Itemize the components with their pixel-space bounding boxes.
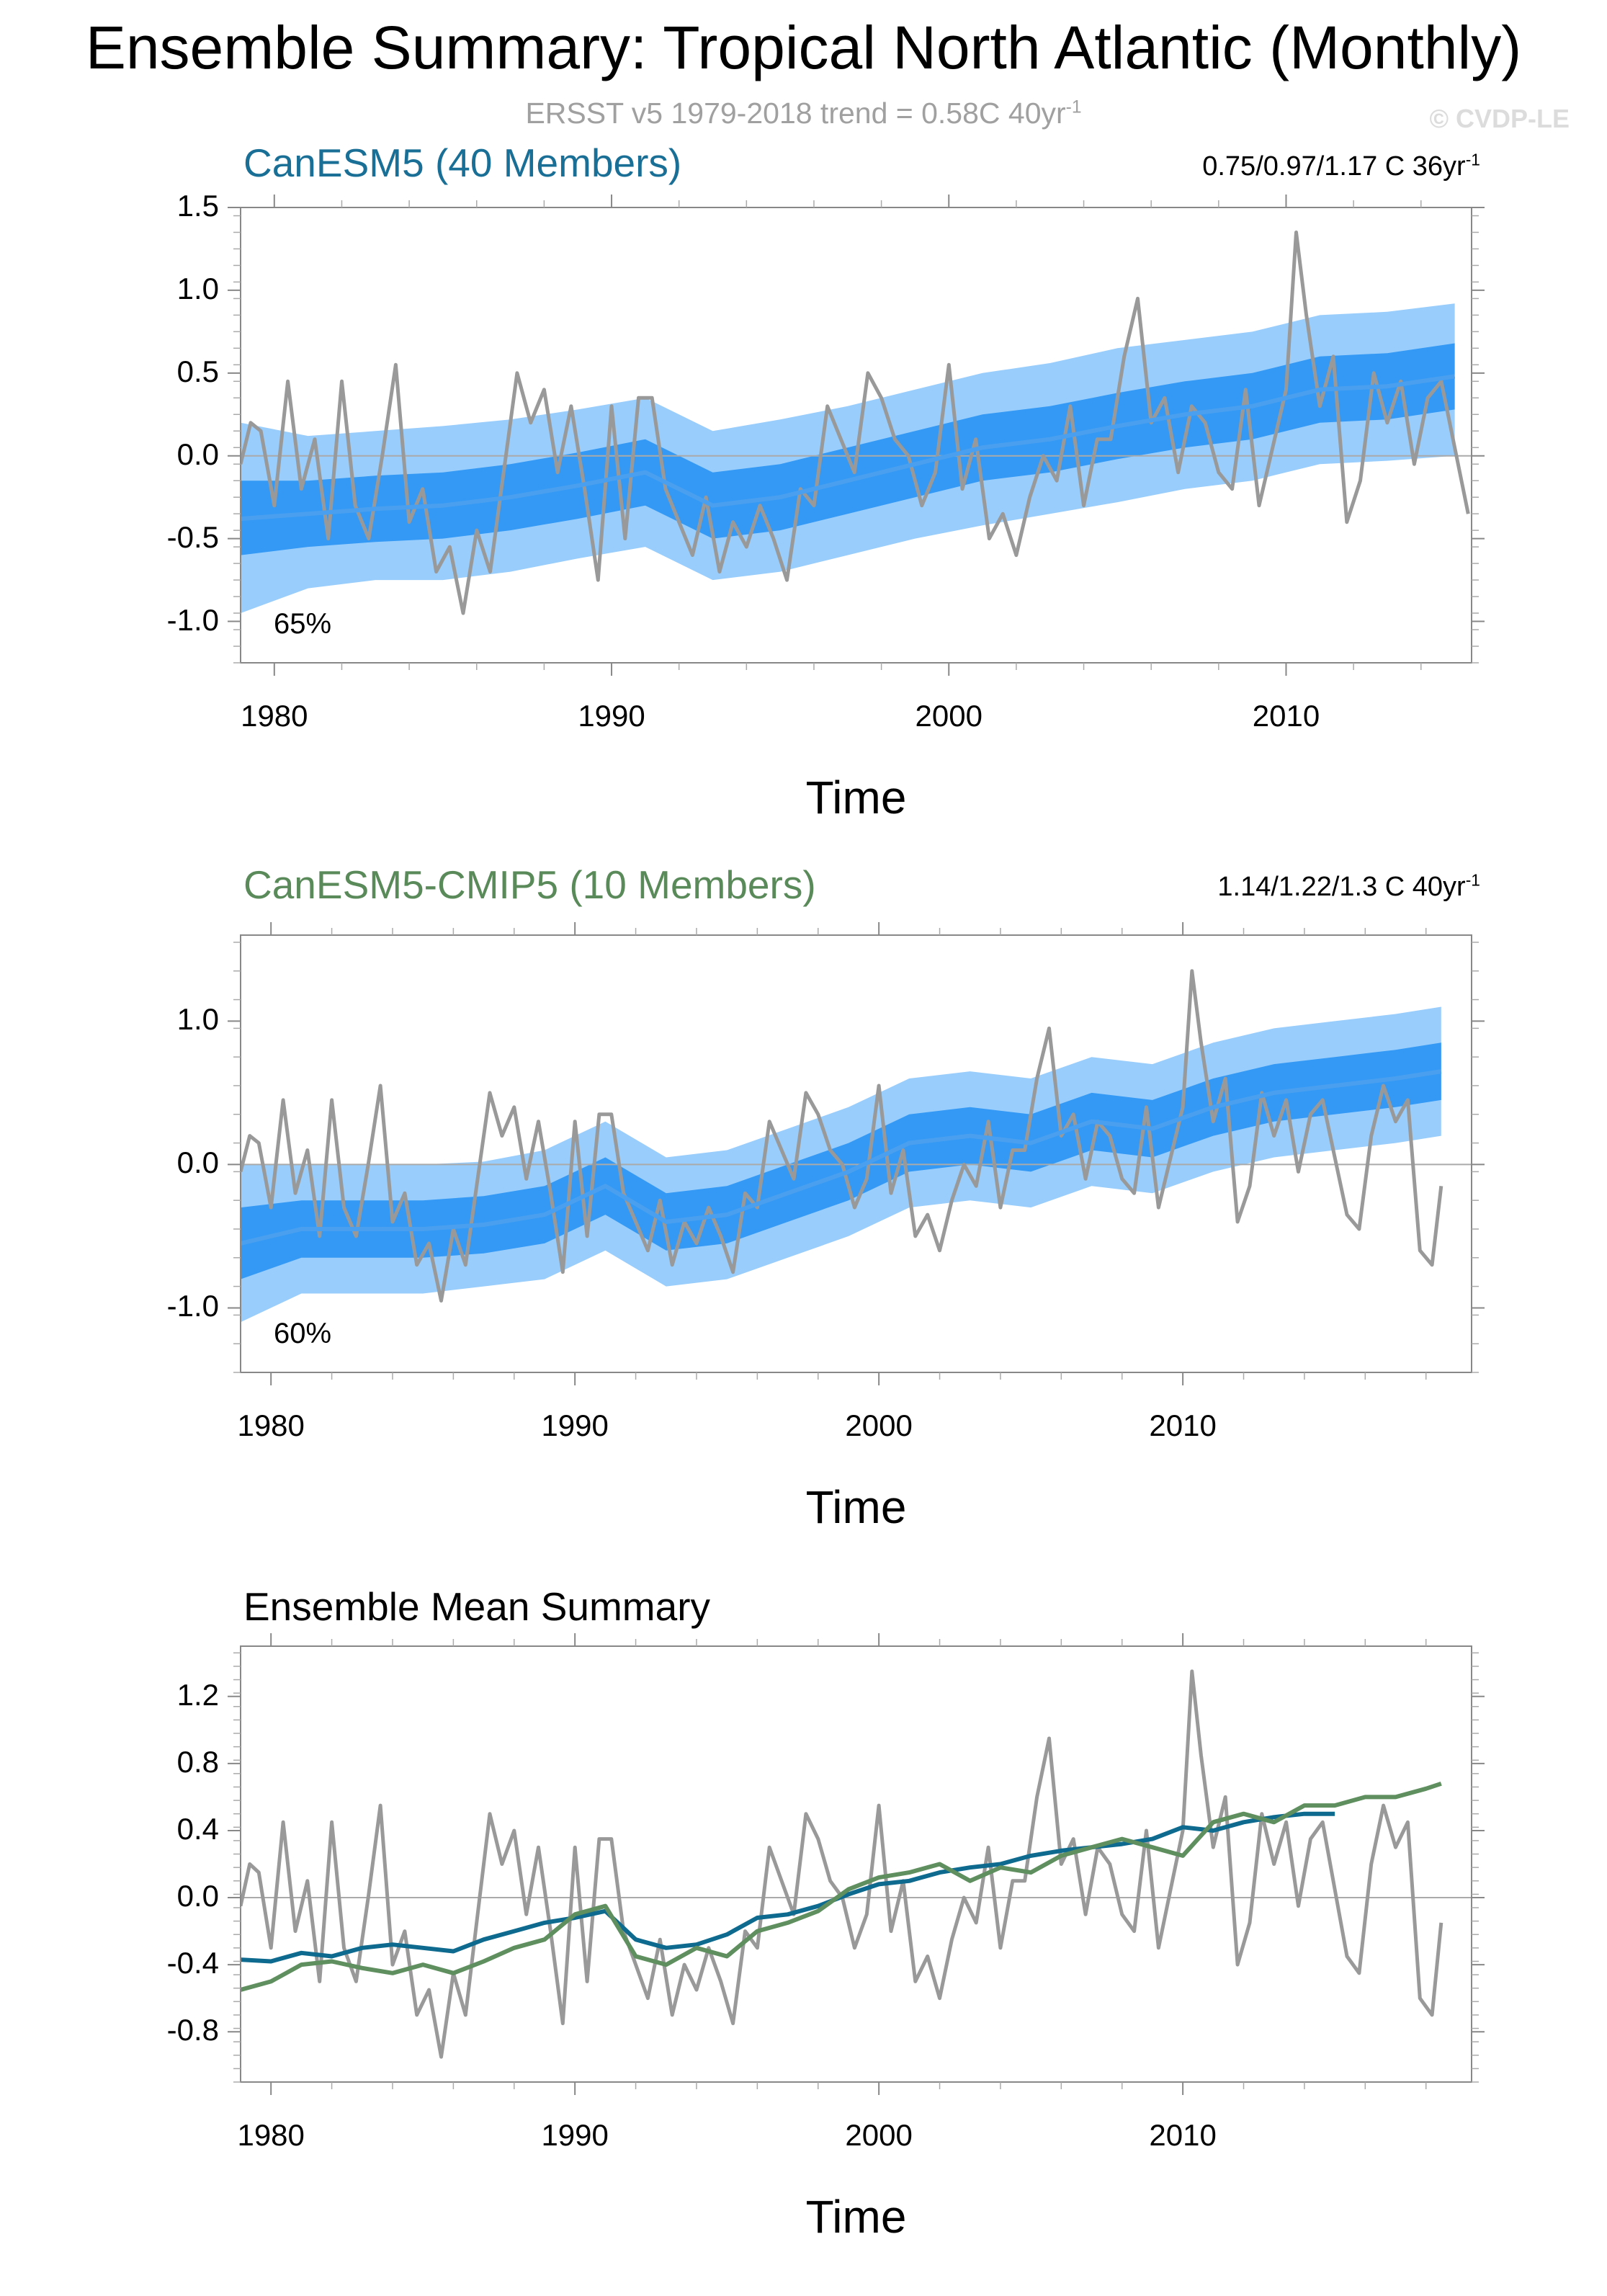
y-tick-label: 1.0 bbox=[176, 271, 219, 305]
ensemble-mean-line bbox=[241, 1781, 1442, 1992]
page-subtitle: ERSST v5 1979-2018 trend = 0.58C 40yr-1 bbox=[0, 97, 1607, 130]
y-tick-label: 0.0 bbox=[176, 1145, 219, 1180]
plot-frame bbox=[240, 207, 1472, 664]
plot-area-3 bbox=[241, 1669, 1472, 2059]
watermark: © CVDP-LE bbox=[1429, 104, 1570, 133]
y-tick-label: 0.8 bbox=[176, 1744, 219, 1779]
y-tick-label: 1.2 bbox=[176, 1677, 219, 1712]
x-tick-label: 1990 bbox=[578, 699, 645, 733]
y-tick-label: 0.5 bbox=[176, 354, 219, 388]
x-tick-label: 1980 bbox=[241, 699, 308, 733]
plot-panel-3 bbox=[228, 1633, 1485, 2095]
plot-frame bbox=[240, 934, 1472, 1373]
panel-2-title: CanESM5-CMIP5 (10 Members) bbox=[243, 862, 816, 907]
x-tick-label: 1990 bbox=[541, 1408, 609, 1442]
obs-line bbox=[241, 231, 1470, 615]
y-tick-label: 0.4 bbox=[176, 1811, 219, 1846]
panel-3-title: Ensemble Mean Summary bbox=[243, 1584, 711, 1629]
panel-1-trend-sup: -1 bbox=[1465, 150, 1480, 169]
y-tick-label: 0.0 bbox=[176, 1879, 219, 1913]
x-tick-label: 2010 bbox=[1149, 2118, 1217, 2152]
panel-2-trend-text: 1.14/1.22/1.3 C 40yr bbox=[1217, 872, 1466, 902]
panel-1-title: CanESM5 (40 Members) bbox=[243, 140, 682, 185]
ensemble-band-inner bbox=[241, 343, 1455, 555]
plot-panel-1 bbox=[228, 195, 1485, 676]
x-axis-label: Time bbox=[805, 2191, 907, 2243]
obs-line bbox=[241, 1669, 1443, 2059]
x-axis-label: Time bbox=[805, 772, 907, 823]
obs-line bbox=[241, 969, 1443, 1303]
ensemble-mean-line bbox=[241, 1069, 1442, 1246]
subtitle-text: ERSST v5 1979-2018 trend = 0.58C 40yr bbox=[525, 97, 1066, 130]
x-tick-label: 2000 bbox=[845, 1408, 913, 1442]
percent-label: 65% bbox=[274, 608, 332, 640]
panel-2-trend-sup: -1 bbox=[1465, 870, 1480, 890]
y-tick-label: 1.5 bbox=[176, 189, 219, 223]
y-tick-label: -0.8 bbox=[166, 2013, 219, 2047]
x-tick-label: 2010 bbox=[1252, 699, 1320, 733]
x-tick-label: 1980 bbox=[237, 1408, 305, 1442]
y-tick-label: -0.4 bbox=[166, 1946, 219, 1980]
percent-label: 60% bbox=[274, 1318, 332, 1349]
y-tick-label: -1.0 bbox=[166, 602, 219, 637]
x-tick-label: 2000 bbox=[845, 2118, 913, 2152]
x-axis-label: Time bbox=[805, 1481, 907, 1533]
y-tick-label: 0.0 bbox=[176, 437, 219, 471]
panel-1-trend-text: 0.75/0.97/1.17 C 36yr bbox=[1202, 151, 1466, 182]
plot-area-2 bbox=[241, 969, 1472, 1323]
plot-panel-2 bbox=[228, 922, 1485, 1385]
ensemble-mean-line bbox=[241, 374, 1456, 522]
plot-area-1 bbox=[241, 231, 1472, 615]
panel-1-trend: 0.75/0.97/1.17 C 36yr-1 bbox=[1202, 151, 1480, 182]
x-tick-label: 2010 bbox=[1149, 1408, 1217, 1442]
page-title: Ensemble Summary: Tropical North Atlanti… bbox=[85, 14, 1522, 81]
y-tick-label: -0.5 bbox=[166, 519, 219, 554]
x-tick-label: 2000 bbox=[915, 699, 982, 733]
panel-2-trend: 1.14/1.22/1.3 C 40yr-1 bbox=[1217, 872, 1480, 903]
x-tick-label: 1990 bbox=[541, 2118, 609, 2152]
plot-frame bbox=[240, 1645, 1472, 2083]
ensemble-mean-line bbox=[241, 1811, 1335, 1964]
y-tick-label: -1.0 bbox=[166, 1289, 219, 1323]
x-tick-label: 1980 bbox=[237, 2118, 305, 2152]
subtitle-sup: -1 bbox=[1065, 97, 1082, 117]
y-tick-label: 1.0 bbox=[176, 1002, 219, 1037]
